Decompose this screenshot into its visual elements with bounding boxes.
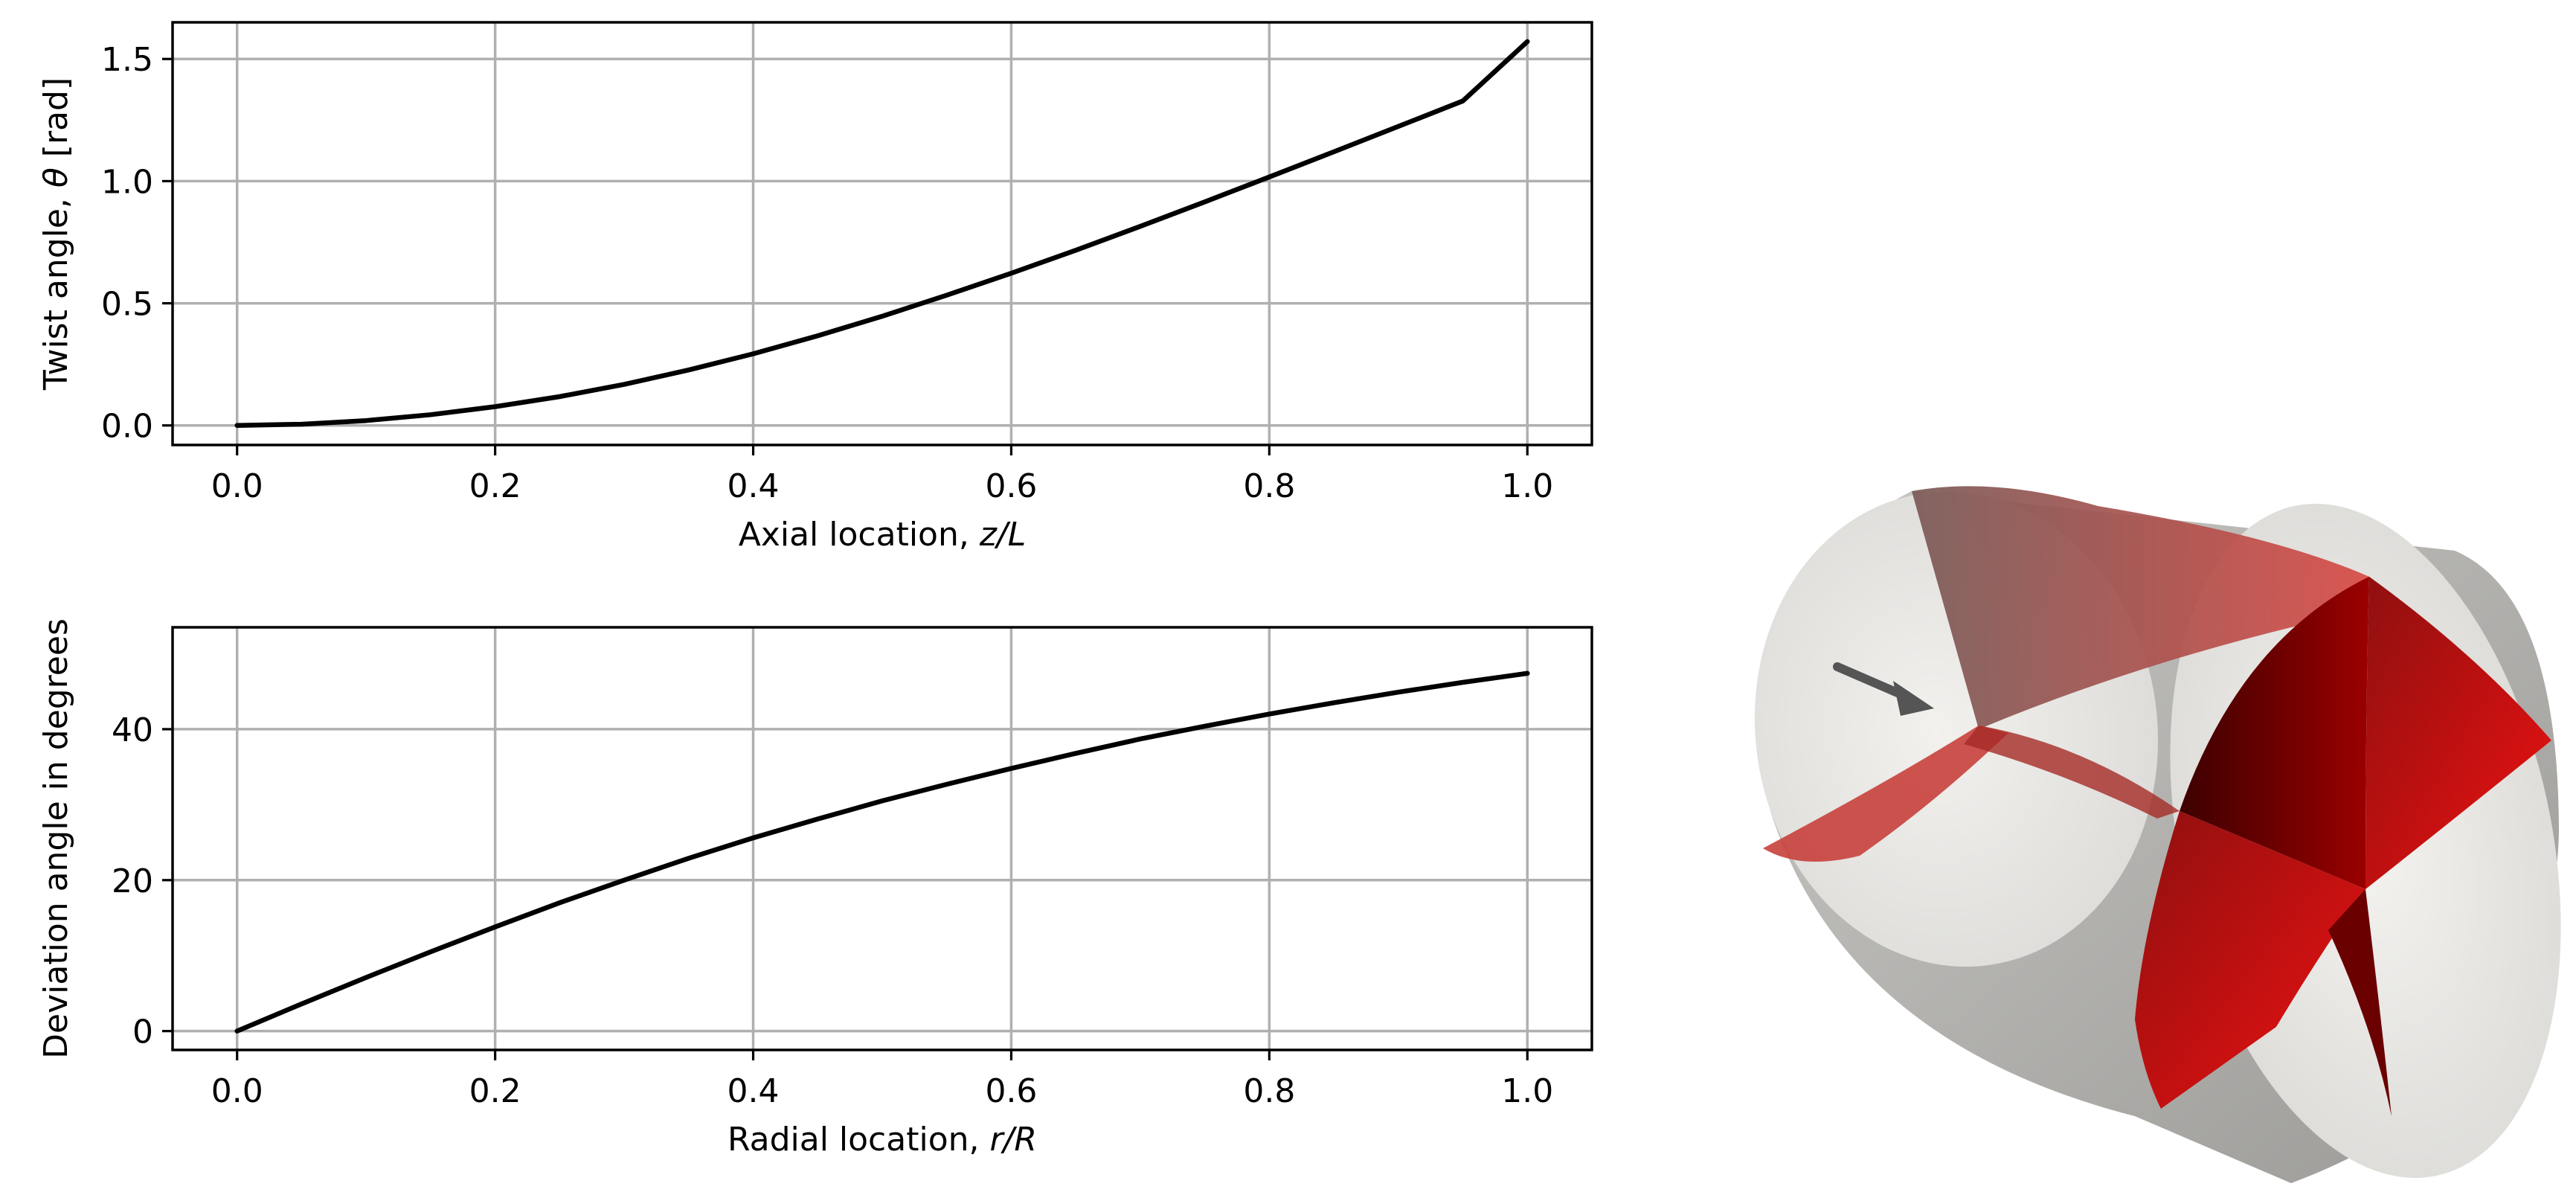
deviation-angle-x-tick-label: 0.0 [211,1072,263,1110]
deviation-angle-axes-frame [171,626,1593,1051]
blade-lower-face [2135,811,2365,1109]
flow-arrow-shaft [1833,662,1909,700]
twist-angle-y-tick-label: 0.5 [101,286,153,324]
deviation-angle-chart: 0.0 0.2 0.4 0.6 0.8 1.0 0 20 40 Radial location… [37,618,1593,1159]
twist-angle-x-ticks: 0.0 0.2 0.4 0.6 0.8 1.0 [211,445,1553,505]
blade-upper-surface [1912,486,2369,729]
twist-angle-x-axis-label: Axial location, z/L [739,516,1027,554]
deviation-angle-y-ticks: 0 20 40 [112,711,173,1051]
flow-arrow-head-icon [1893,681,1934,716]
twist-angle-x-tick-label: 1.0 [1501,467,1553,505]
blade-inner-dark-face [2180,577,2369,889]
blade-center-stripe [1964,726,2180,819]
deviation-angle-curve [234,670,1530,1034]
deviation-angle-x-ticks: 0.0 0.2 0.4 0.6 0.8 1.0 [211,1050,1553,1110]
twist-angle-curve [234,39,1530,428]
twist-angle-y-tick-label: 1.5 [101,41,153,79]
twist-angle-x-tick-label: 0.6 [985,467,1037,505]
deviation-angle-x-tick-label: 0.8 [1243,1072,1295,1110]
twist-angle-grid [173,22,1592,445]
deviation-angle-y-tick-label: 40 [112,711,153,749]
twist-angle-x-tick-label: 0.8 [1243,467,1295,505]
twist-angle-axes-frame [171,21,1593,446]
twist-angle-chart: 0.0 0.2 0.4 0.6 0.8 1.0 0.0 0.5 1.0 1.5 Axial lo… [37,21,1593,554]
twist-angle-y-tick-label: 0.0 [101,408,153,446]
deviation-angle-x-tick-label: 0.6 [985,1072,1037,1110]
deviation-angle-grid [173,627,1592,1050]
blade-left-wing [1763,726,2008,862]
blade-right-face [2365,577,2551,889]
deviation-angle-y-axis-label: Deviation angle in degrees [37,618,75,1059]
twist-angle-y-ticks: 0.0 0.5 1.0 1.5 [101,41,173,446]
deviation-angle-x-tick-label: 0.2 [469,1072,521,1110]
deviation-angle-y-tick-label: 0 [132,1013,153,1051]
deviation-angle-x-tick-label: 0.4 [727,1072,780,1110]
deviation-angle-x-axis-label: Radial location, r/R [727,1121,1037,1159]
twist-angle-x-tick-label: 0.2 [469,467,521,505]
twist-angle-x-tick-label: 0.4 [727,467,780,505]
twisted-blade-3d-render [1754,486,2561,1183]
twist-angle-y-axis-label: Twist angle, θ [rad] [37,77,75,391]
blade-lower-spike [2328,889,2392,1116]
deviation-angle-y-tick-label: 20 [112,862,153,900]
deviation-angle-x-tick-label: 1.0 [1501,1072,1553,1110]
twist-angle-x-tick-label: 0.0 [211,467,263,505]
twist-angle-y-tick-label: 1.0 [101,163,153,201]
